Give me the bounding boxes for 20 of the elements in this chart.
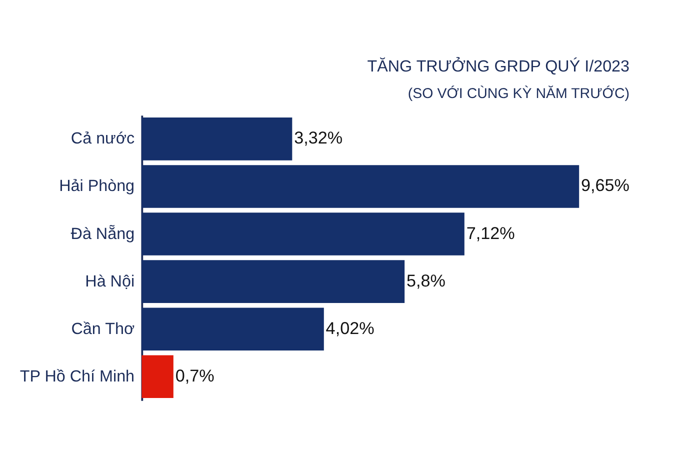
y-tick-label: Đà Nẵng	[70, 224, 135, 243]
data-label: 0,7%	[175, 366, 214, 386]
y-tick-label: Hải Phòng	[59, 177, 135, 196]
y-tick-label: Hà Nội	[85, 272, 135, 290]
chart-title: TĂNG TRƯỞNG GRDP QUÝ I/2023	[367, 56, 630, 76]
data-label: 9,65%	[580, 176, 630, 196]
bar	[142, 308, 324, 350]
bar	[142, 212, 464, 256]
data-label: 3,32%	[294, 128, 343, 148]
bar	[142, 165, 580, 208]
data-label: 4,02%	[326, 318, 374, 338]
y-tick-label: Cả nước	[70, 130, 135, 148]
data-label: 7,12%	[466, 224, 515, 243]
bar	[142, 260, 405, 303]
bar	[142, 355, 174, 398]
bar	[142, 118, 292, 160]
chart-subtitle: (SO VỚI CÙNG KỲ NĂM TRƯỚC)	[408, 85, 630, 102]
y-tick-label: Cần Thơ	[71, 320, 135, 338]
y-tick-label: TP Hồ Chí Minh	[20, 367, 135, 386]
data-label: 5,8%	[406, 271, 446, 290]
